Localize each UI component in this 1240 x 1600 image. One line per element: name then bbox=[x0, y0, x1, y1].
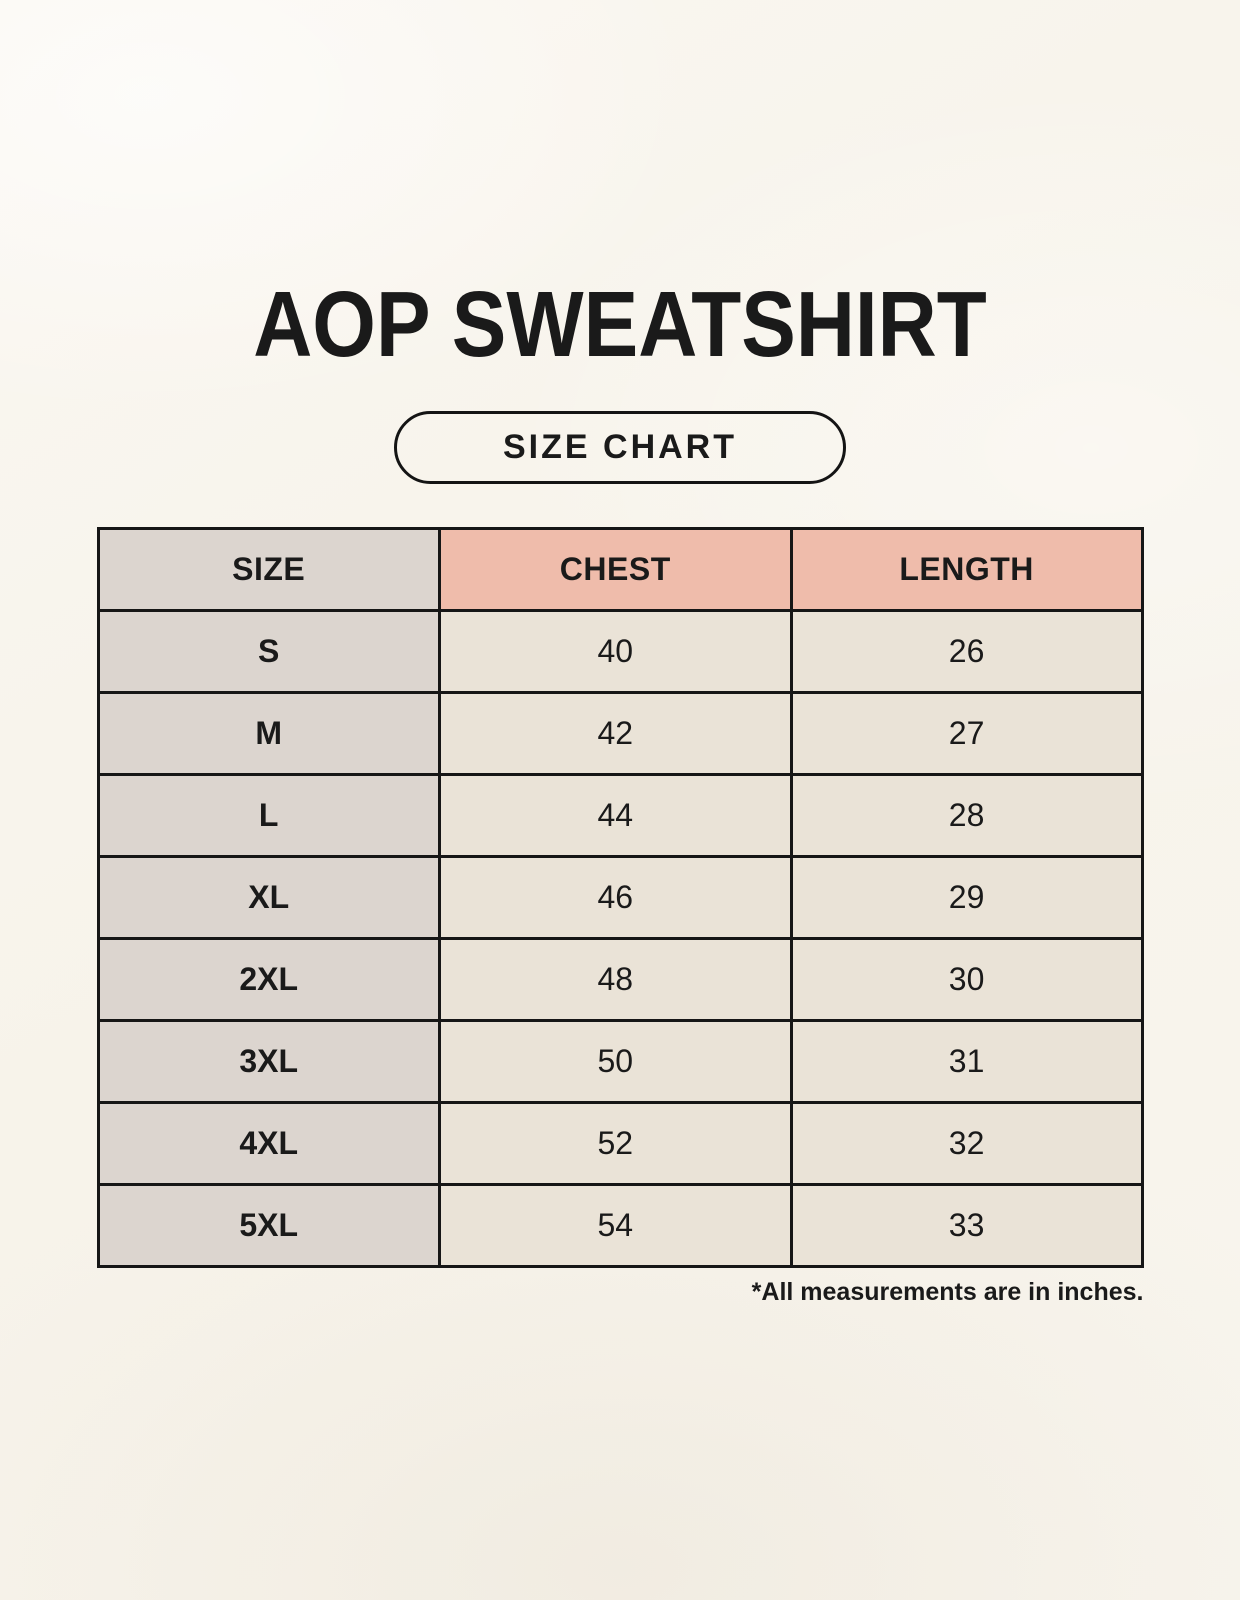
table-row: 3XL 50 31 bbox=[96, 1019, 1144, 1104]
table-row: L 44 28 bbox=[96, 773, 1144, 858]
length-cell: 32 bbox=[789, 1101, 1144, 1186]
size-chart-badge[interactable]: SIZE CHART bbox=[394, 411, 846, 484]
chest-cell: 46 bbox=[437, 855, 793, 940]
size-cell: S bbox=[96, 609, 441, 694]
length-cell: 29 bbox=[789, 855, 1144, 940]
length-cell: 27 bbox=[789, 691, 1144, 776]
size-cell: M bbox=[96, 691, 441, 776]
chest-cell: 50 bbox=[437, 1019, 793, 1104]
size-cell: 2XL bbox=[96, 937, 441, 1022]
page-title: AOP SWEATSHIRT bbox=[253, 272, 987, 376]
table-row: 2XL 48 30 bbox=[96, 937, 1144, 1022]
measurements-footnote: *All measurements are in inches. bbox=[751, 1278, 1144, 1306]
length-cell: 28 bbox=[789, 773, 1144, 858]
table-row: XL 46 29 bbox=[96, 855, 1144, 940]
table-row: S 40 26 bbox=[96, 609, 1144, 694]
length-cell: 31 bbox=[789, 1019, 1144, 1104]
size-cell: L bbox=[96, 773, 441, 858]
table-row: M 42 27 bbox=[96, 691, 1144, 776]
chest-cell: 48 bbox=[437, 937, 793, 1022]
header-length: LENGTH bbox=[789, 527, 1144, 612]
table-row: 4XL 52 32 bbox=[96, 1101, 1144, 1186]
size-cell: 5XL bbox=[96, 1183, 441, 1268]
length-cell: 26 bbox=[789, 609, 1144, 694]
chest-cell: 54 bbox=[437, 1183, 793, 1268]
size-cell: XL bbox=[96, 855, 441, 940]
length-cell: 33 bbox=[789, 1183, 1144, 1268]
length-cell: 30 bbox=[789, 937, 1144, 1022]
chest-cell: 52 bbox=[437, 1101, 793, 1186]
table-header-row: SIZE CHEST LENGTH bbox=[96, 527, 1144, 612]
size-chart-badge-label: SIZE CHART bbox=[503, 428, 737, 466]
size-cell: 3XL bbox=[96, 1019, 441, 1104]
chest-cell: 42 bbox=[437, 691, 793, 776]
size-cell: 4XL bbox=[96, 1101, 441, 1186]
header-chest: CHEST bbox=[437, 527, 793, 612]
table-row: 5XL 54 33 bbox=[96, 1183, 1144, 1268]
chest-cell: 44 bbox=[437, 773, 793, 858]
header-size: SIZE bbox=[96, 527, 441, 612]
size-chart-table: SIZE CHEST LENGTH S 40 26 M 42 27 L bbox=[96, 527, 1144, 1268]
chest-cell: 40 bbox=[437, 609, 793, 694]
size-chart-table-container: SIZE CHEST LENGTH S 40 26 M 42 27 L bbox=[96, 527, 1144, 1268]
